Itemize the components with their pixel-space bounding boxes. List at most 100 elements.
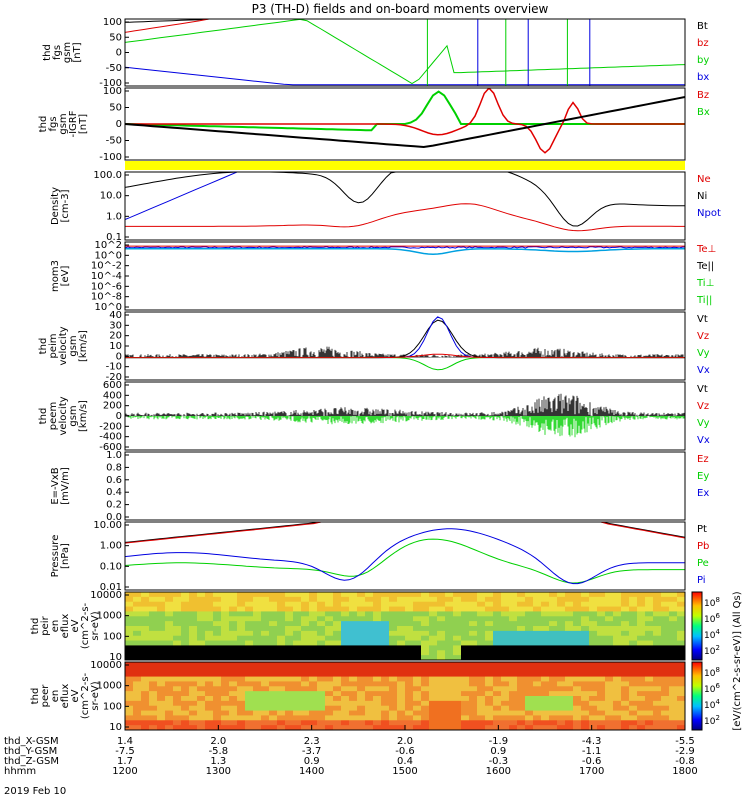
heatmap-cell — [269, 616, 278, 622]
series-bx — [125, 66, 685, 86]
heatmap-cell — [277, 671, 286, 678]
ylabel-line: [mV/m] — [60, 467, 71, 505]
heatmap-cell — [565, 725, 574, 730]
heatmap-cell — [189, 606, 198, 613]
heatmap-cell — [525, 621, 534, 627]
heatmap-cell — [621, 705, 630, 712]
heatmap-cell — [269, 671, 278, 678]
heatmap-cell — [317, 686, 326, 692]
heatmap-cell — [629, 630, 638, 637]
heatmap-cell — [253, 666, 262, 673]
heatmap-cell — [237, 691, 246, 697]
heatmap-cell — [661, 666, 670, 673]
heatmap-cell — [133, 700, 142, 707]
legend-vy: Vy — [697, 418, 710, 429]
legend-pi: Pi — [697, 575, 706, 586]
heatmap-cell — [421, 626, 430, 632]
heatmap-cell — [581, 640, 590, 647]
heatmap-cell — [253, 640, 262, 647]
heatmap-cell — [333, 671, 342, 678]
heatmap-cell — [261, 720, 270, 726]
heatmap-cell — [301, 700, 310, 707]
heatmap-cell — [349, 691, 358, 697]
heatmap-cell — [493, 715, 502, 721]
heatmap-cell — [389, 720, 398, 726]
heatmap-cell — [573, 715, 582, 721]
row-value: -3.7 — [302, 746, 322, 757]
heatmap-cell — [477, 630, 486, 637]
yellow-bar — [125, 161, 685, 170]
heatmap-cell — [333, 691, 342, 697]
ytick-label: 10.0 — [100, 191, 122, 202]
heatmap-cell — [133, 621, 142, 627]
colorbar-tick: 104 — [704, 698, 720, 711]
heatmap-cell — [589, 715, 598, 721]
heatmap-cell — [429, 621, 438, 627]
heatmap-cell — [237, 666, 246, 673]
heatmap-cell — [349, 596, 358, 603]
heatmap-cell — [397, 710, 406, 717]
heatmap-cell — [509, 710, 518, 717]
heatmap-cell — [181, 626, 190, 632]
heatmap-cell — [477, 710, 486, 717]
heatmap-cell — [317, 720, 326, 726]
heatmap-cell — [677, 662, 685, 668]
colorbar-label: [eV/(cm^2-s-sr-eV)] (All Qs) — [732, 591, 743, 730]
heatmap-cell — [141, 626, 150, 632]
heatmap-cell — [269, 606, 278, 613]
heatmap-cell — [453, 725, 462, 730]
heatmap-cell — [541, 681, 550, 687]
heatmap-cell — [605, 686, 614, 692]
heatmap-cell — [141, 650, 150, 656]
heatmap-cell — [525, 700, 534, 707]
heatmap-cell — [269, 710, 278, 717]
heatmap-cell — [405, 606, 414, 613]
heatmap-cell — [141, 676, 150, 683]
legend-ti||: Ti|| — [696, 295, 712, 306]
heatmap-cell — [653, 720, 662, 726]
heatmap-cell — [197, 666, 206, 673]
heatmap-cell — [477, 715, 486, 721]
heatmap-cell — [365, 630, 374, 637]
heatmap-cell — [365, 635, 374, 642]
heatmap-cell — [133, 626, 142, 632]
heatmap-cell — [189, 616, 198, 622]
heatmap-cell — [261, 655, 270, 660]
ylabel-line: [km/s] — [78, 330, 89, 362]
heatmap-cell — [509, 705, 518, 712]
heatmap-cell — [157, 676, 166, 683]
ylabel-line: peim — [48, 333, 59, 358]
heatmap-cell — [173, 700, 182, 707]
heatmap-cell — [509, 662, 518, 668]
heatmap-cell — [389, 705, 398, 712]
heatmap-cell — [293, 671, 302, 678]
heatmap-cell — [677, 676, 685, 683]
heatmap-cell — [261, 626, 270, 632]
heatmap-cell — [437, 640, 446, 647]
heatmap-cell — [253, 715, 262, 721]
heatmap-cell — [445, 621, 454, 627]
heatmap-cell — [485, 710, 494, 717]
heatmap-cell — [549, 616, 558, 622]
heatmap-cell — [629, 720, 638, 726]
heatmap-cell — [285, 686, 294, 692]
heatmap-cell — [637, 720, 646, 726]
heatmap-cell — [357, 655, 366, 660]
heatmap-cell — [573, 696, 582, 702]
heatmap-cell — [373, 596, 382, 603]
heatmap-cell — [293, 691, 302, 697]
heatmap-cell — [165, 596, 174, 603]
heatmap-cell — [173, 676, 182, 683]
heatmap-cell — [525, 640, 534, 647]
heatmap-cell — [165, 640, 174, 647]
colorbar-tick-exp: 2 — [715, 644, 719, 652]
ytick-label: 0.6 — [106, 475, 122, 486]
heatmap-cell — [453, 640, 462, 647]
heatmap-cell — [565, 696, 574, 702]
heatmap-cell — [669, 645, 678, 651]
heatmap-cell — [333, 662, 342, 668]
heatmap-cell — [389, 686, 398, 692]
heatmap-cell — [541, 645, 550, 651]
series-pb — [125, 522, 685, 544]
heatmap-cell — [501, 601, 510, 608]
